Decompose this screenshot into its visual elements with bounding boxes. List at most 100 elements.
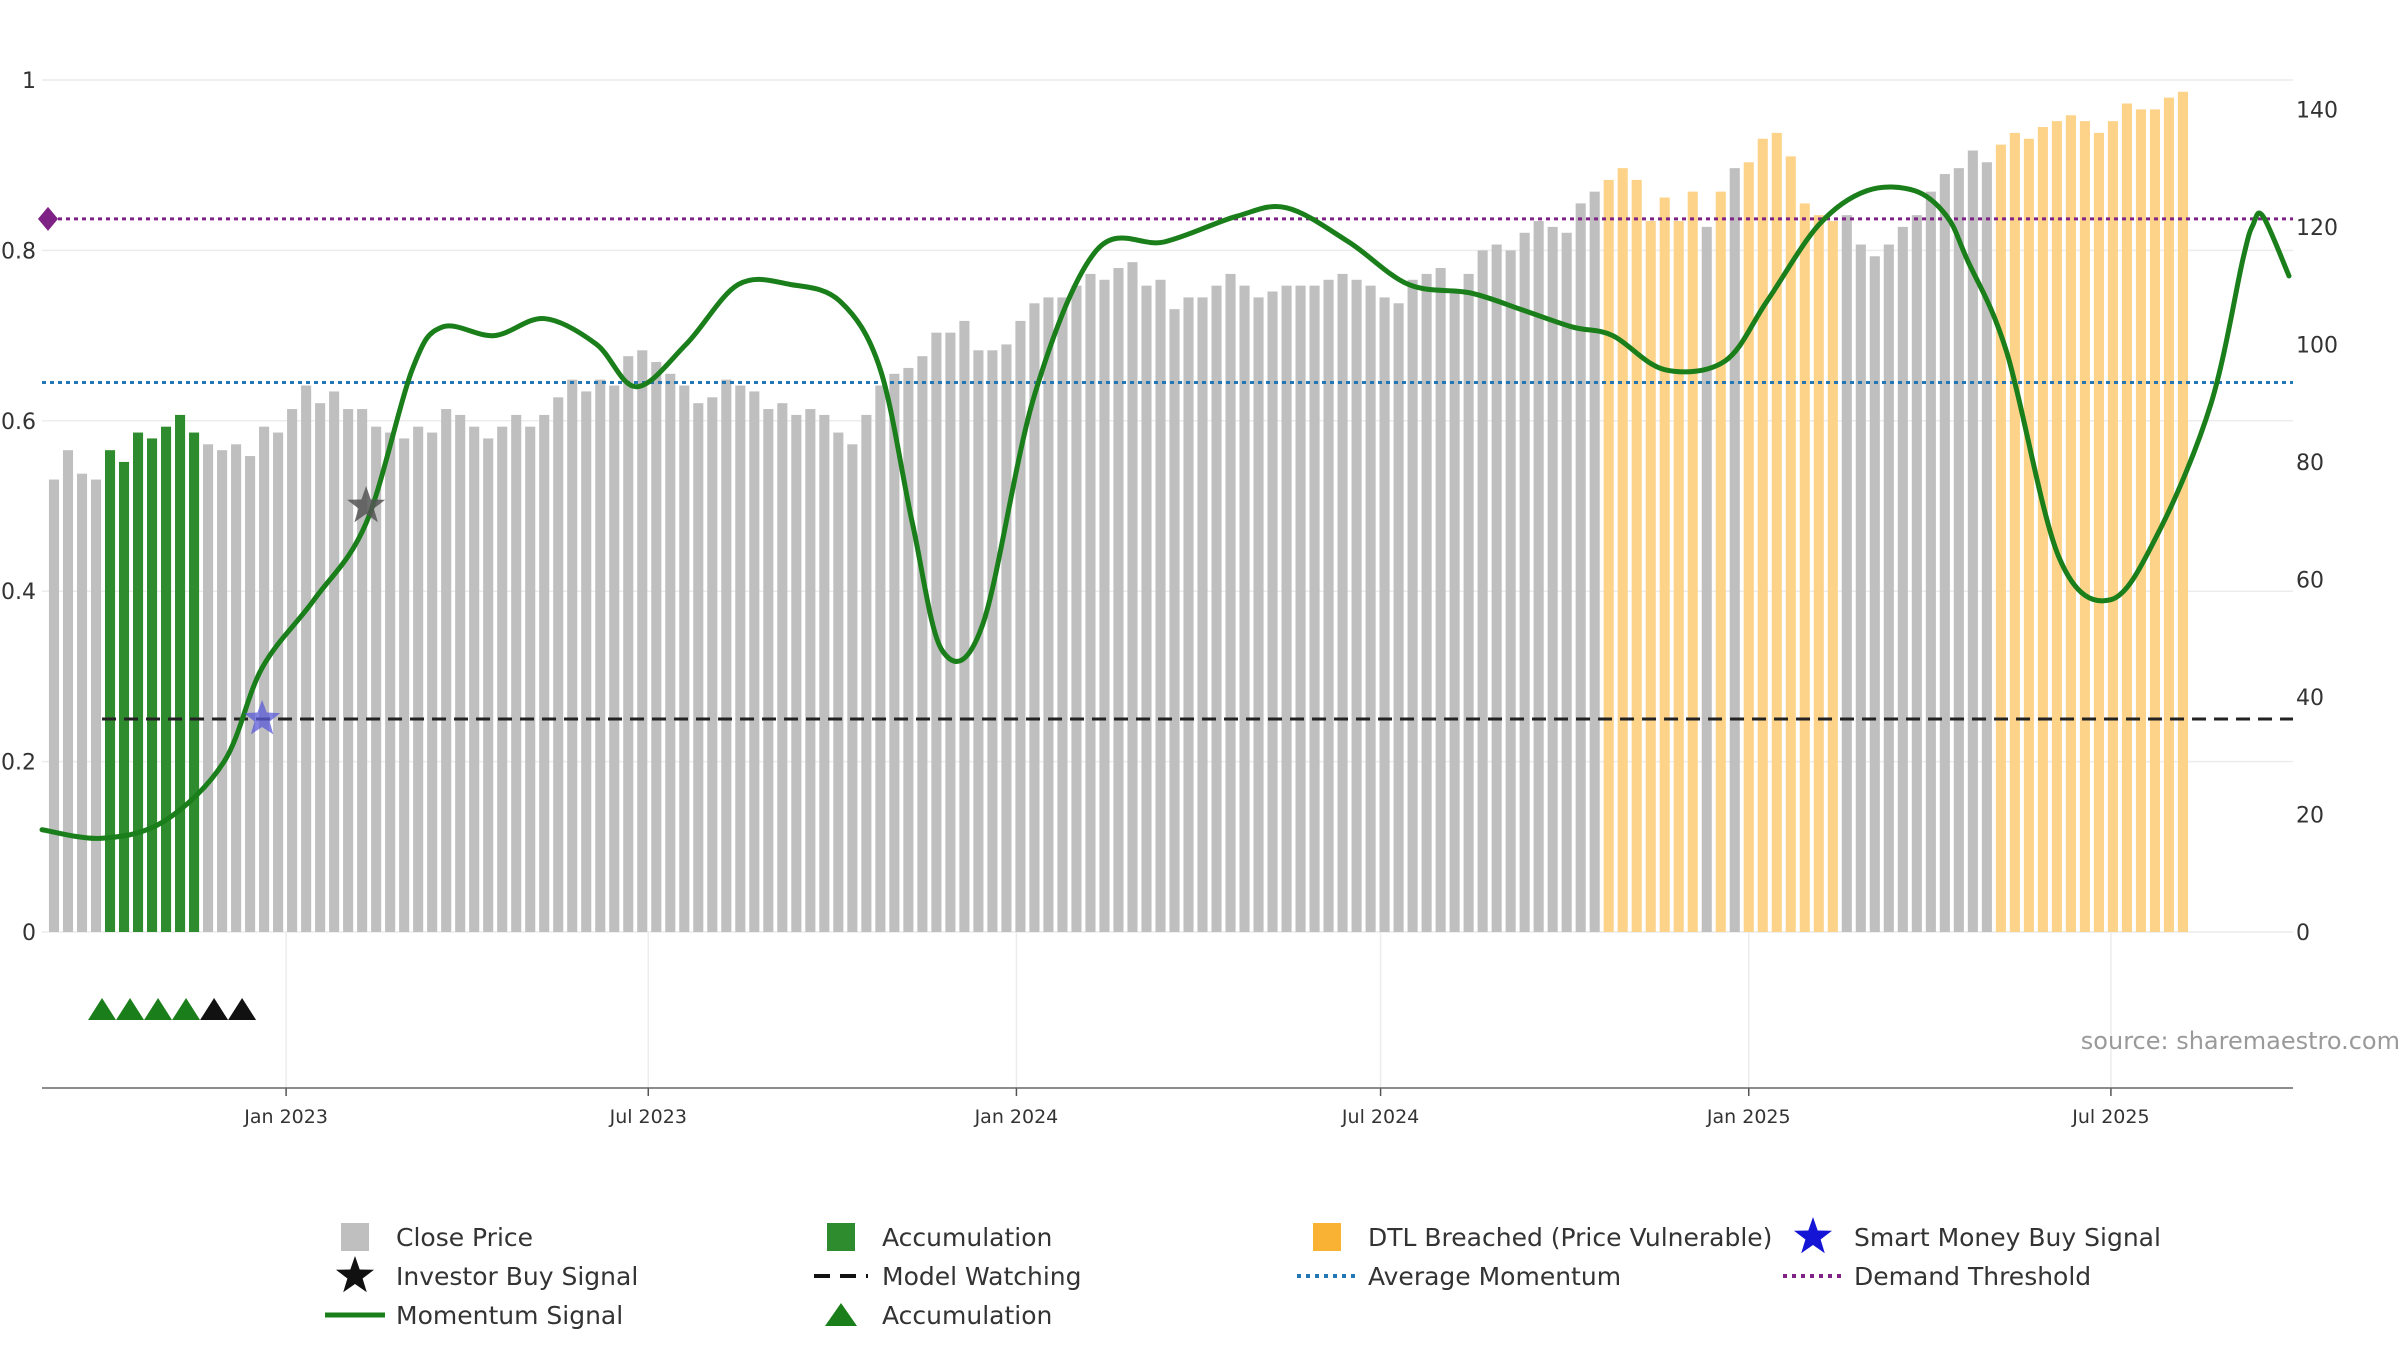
x-tick-label: Jul 2024 bbox=[1341, 1106, 1419, 1128]
price-bar bbox=[1995, 144, 2006, 933]
legend-swatch-square bbox=[1313, 1223, 1341, 1251]
price-bar bbox=[1771, 132, 1782, 932]
price-bar bbox=[1981, 162, 1992, 932]
price-bar bbox=[1911, 215, 1922, 932]
price-bar bbox=[959, 320, 970, 932]
price-bar bbox=[1099, 279, 1110, 932]
price-bar bbox=[1211, 285, 1222, 933]
price-bar bbox=[749, 391, 760, 933]
price-bar bbox=[721, 379, 732, 933]
price-bar bbox=[2065, 115, 2076, 932]
left-tick-label: 0.2 bbox=[1, 751, 36, 776]
price-bar bbox=[1561, 232, 1572, 933]
price-bar bbox=[553, 397, 564, 933]
accumulation-triangle bbox=[88, 998, 117, 1020]
price-bar bbox=[2023, 138, 2034, 933]
price-bar bbox=[2051, 121, 2062, 932]
price-bar bbox=[189, 432, 200, 932]
price-bar bbox=[833, 432, 844, 932]
x-tick-label: Jul 2025 bbox=[2071, 1106, 2149, 1128]
price-bar bbox=[1183, 297, 1194, 933]
price-bar bbox=[497, 426, 508, 932]
price-bar bbox=[1813, 215, 1824, 932]
price-bar bbox=[357, 409, 368, 932]
price-bar bbox=[875, 385, 886, 933]
price-bar bbox=[1071, 285, 1082, 933]
price-bar bbox=[1519, 232, 1530, 933]
legend-swatch-triangle bbox=[825, 1303, 857, 1326]
price-bar bbox=[2177, 91, 2188, 933]
price-bar bbox=[273, 432, 284, 932]
x-tick-label: Jul 2023 bbox=[609, 1106, 687, 1128]
price-bar bbox=[1673, 221, 1684, 932]
price-bar bbox=[763, 409, 774, 932]
price-bar bbox=[2093, 132, 2104, 932]
price-bar bbox=[2121, 103, 2132, 933]
accumulation-triangle bbox=[116, 998, 145, 1020]
price-bar bbox=[2079, 121, 2090, 932]
price-bar bbox=[623, 356, 634, 932]
price-bar bbox=[665, 373, 676, 932]
right-tick-label: 80 bbox=[2296, 451, 2324, 476]
legend-swatch-square bbox=[827, 1223, 855, 1251]
price-bar bbox=[1533, 221, 1544, 932]
price-bar bbox=[1057, 297, 1068, 933]
price-bar bbox=[1841, 215, 1852, 932]
price-bar bbox=[287, 409, 298, 932]
price-bar bbox=[861, 414, 872, 932]
price-bar bbox=[1463, 273, 1474, 932]
price-bar bbox=[917, 356, 928, 932]
price-bar bbox=[1631, 179, 1642, 932]
price-bar bbox=[1141, 285, 1152, 933]
price-bar bbox=[1477, 250, 1488, 932]
price-bar bbox=[301, 385, 312, 933]
price-bar bbox=[1925, 191, 1936, 933]
axes: 0 0.2 0.4 0.6 0.8 1 0 20 40 60 80 100 120 140 Jan 2023… bbox=[1, 69, 2338, 1128]
price-bar bbox=[2107, 121, 2118, 932]
price-bar bbox=[1855, 244, 1866, 932]
price-bar bbox=[259, 426, 270, 932]
price-bar bbox=[1603, 179, 1614, 932]
price-bar bbox=[735, 385, 746, 933]
x-tick-label: Jan 2025 bbox=[1706, 1106, 1791, 1128]
price-bar bbox=[48, 479, 60, 932]
price-bar bbox=[777, 403, 788, 932]
price-bar bbox=[1491, 244, 1502, 932]
accumulation-triangle bbox=[200, 998, 229, 1020]
demand-threshold-marker bbox=[38, 206, 58, 231]
price-bar bbox=[2149, 109, 2160, 932]
price-bar bbox=[805, 409, 816, 932]
price-bar bbox=[483, 438, 494, 932]
legend-label: Model Watching bbox=[882, 1262, 1082, 1291]
price-bar bbox=[469, 426, 480, 932]
price-bar bbox=[315, 403, 326, 932]
price-bar bbox=[1939, 174, 1950, 932]
x-tick-label: Jan 2024 bbox=[974, 1106, 1059, 1128]
legend-swatch-square bbox=[341, 1223, 369, 1251]
price-bar bbox=[1309, 285, 1320, 933]
price-bar bbox=[1323, 279, 1334, 932]
signal-markers bbox=[38, 206, 386, 1020]
x-tick-label: Jan 2023 bbox=[243, 1106, 328, 1128]
price-bar bbox=[90, 479, 102, 932]
price-bar bbox=[1897, 226, 1908, 932]
price-bar bbox=[1029, 303, 1040, 933]
price-bar bbox=[1449, 291, 1460, 933]
price-bar bbox=[104, 450, 116, 932]
price-bar bbox=[1351, 279, 1362, 932]
left-tick-label: 0 bbox=[22, 921, 36, 946]
price-bar bbox=[1547, 226, 1558, 932]
price-bar bbox=[1407, 279, 1418, 932]
price-bar bbox=[413, 426, 424, 932]
price-bar bbox=[1953, 168, 1964, 932]
price-bar bbox=[1575, 203, 1586, 933]
legend-label: DTL Breached (Price Vulnerable) bbox=[1368, 1223, 1772, 1252]
legend-label: Average Momentum bbox=[1368, 1262, 1621, 1291]
price-bar bbox=[903, 367, 914, 932]
price-bar bbox=[637, 350, 648, 932]
accumulation-triangle bbox=[144, 998, 173, 1020]
price-bar bbox=[399, 438, 410, 932]
price-bar bbox=[511, 414, 522, 932]
price-bar bbox=[1589, 191, 1600, 933]
